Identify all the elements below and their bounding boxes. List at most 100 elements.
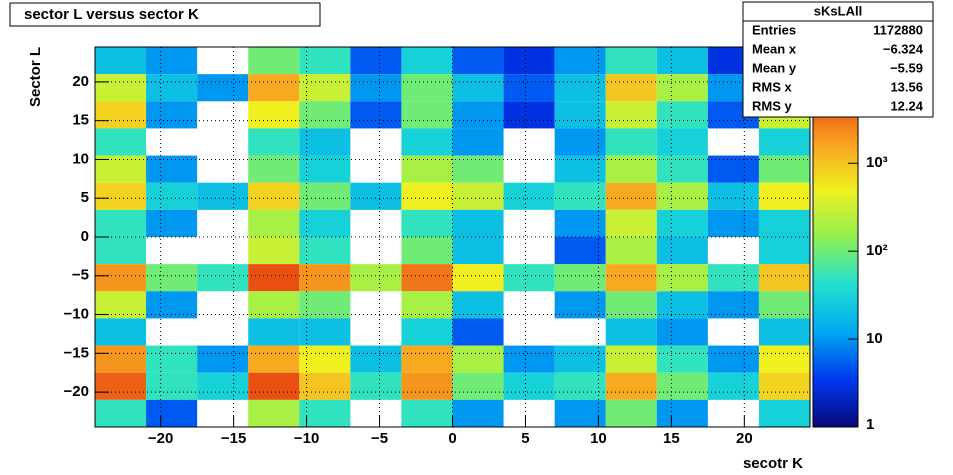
- heat-cell: [95, 128, 147, 156]
- heat-cell: [452, 345, 504, 373]
- heat-cell: [248, 209, 300, 237]
- heat-cell: [248, 264, 300, 292]
- chart-title: sector L versus sector K: [24, 6, 199, 23]
- heat-cell: [503, 182, 555, 210]
- heat-cell: [146, 74, 198, 102]
- heat-cell: [452, 128, 504, 156]
- heat-cell: [248, 291, 300, 319]
- heat-cell: [503, 345, 555, 373]
- stats-value: −6.324: [883, 41, 924, 56]
- heat-cell: [350, 264, 402, 292]
- heat-cell: [452, 101, 504, 129]
- y-tick-label: 5: [81, 189, 89, 206]
- heat-cell: [248, 399, 300, 427]
- heat-cell: [707, 345, 759, 373]
- heat-cell: [707, 291, 759, 319]
- x-tick-label: 5: [521, 430, 529, 447]
- heat-cell: [605, 264, 657, 292]
- heat-cell: [95, 318, 147, 346]
- heat-cell: [554, 155, 606, 183]
- heat-cell: [452, 399, 504, 427]
- heat-cell: [95, 237, 147, 265]
- heat-cell: [95, 101, 147, 129]
- stats-label: Mean y: [752, 60, 797, 75]
- heat-cell: [299, 264, 351, 292]
- stats-label: RMS y: [752, 98, 793, 113]
- heat-cell: [299, 47, 351, 75]
- z-tick-label: 10²: [866, 242, 888, 259]
- x-tick-label: −15: [221, 430, 246, 447]
- heat-cell: [248, 237, 300, 265]
- heat-cell: [605, 128, 657, 156]
- heat-cell: [758, 128, 810, 156]
- heat-cell: [350, 345, 402, 373]
- heat-cell: [299, 291, 351, 319]
- heat-cell: [146, 372, 198, 400]
- y-tick-label: 0: [81, 228, 89, 245]
- heat-cell: [401, 101, 453, 129]
- heat-cell: [605, 47, 657, 75]
- heat-cell: [401, 237, 453, 265]
- y-tick-label: 10: [72, 150, 89, 167]
- heat-cell: [350, 372, 402, 400]
- heat-cell: [248, 101, 300, 129]
- heat-cell: [299, 182, 351, 210]
- heat-cell: [248, 74, 300, 102]
- heat-cell: [350, 47, 402, 75]
- heat-cell: [758, 264, 810, 292]
- x-tick-label: 0: [448, 430, 456, 447]
- stats-label: Mean x: [752, 41, 797, 56]
- stats-label: Entries: [752, 22, 796, 37]
- heat-cell: [758, 399, 810, 427]
- heat-cell: [503, 47, 555, 75]
- heat-cell: [452, 291, 504, 319]
- heat-cell: [554, 345, 606, 373]
- heat-cell: [554, 182, 606, 210]
- x-axis-label: secotr K: [743, 455, 803, 472]
- heat-cell: [248, 155, 300, 183]
- stats-value: 13.56: [890, 79, 923, 94]
- heat-cell: [95, 155, 147, 183]
- heat-cell: [554, 101, 606, 129]
- heat-cell: [452, 237, 504, 265]
- heat-cell: [503, 372, 555, 400]
- heat-cell: [707, 155, 759, 183]
- heat-cell: [656, 318, 708, 346]
- heat-cell: [554, 237, 606, 265]
- heat-cell: [401, 209, 453, 237]
- heat-cell: [554, 209, 606, 237]
- heat-cell: [656, 47, 708, 75]
- heat-cell: [758, 209, 810, 237]
- heat-cell: [656, 264, 708, 292]
- z-tick-label: 10: [866, 330, 883, 347]
- heat-cell: [605, 74, 657, 102]
- y-tick-label: 20: [72, 73, 89, 90]
- heat-cell: [452, 318, 504, 346]
- heat-cell: [605, 291, 657, 319]
- x-tick-label: 15: [663, 430, 680, 447]
- heat-cell: [95, 291, 147, 319]
- x-tick-label: 20: [736, 430, 753, 447]
- heat-cell: [401, 318, 453, 346]
- x-tick-label: 10: [590, 430, 607, 447]
- heat-cell: [503, 101, 555, 129]
- heat-cell: [605, 155, 657, 183]
- stats-value: 1172880: [873, 22, 923, 37]
- heat-cell: [248, 47, 300, 75]
- heat-cell: [452, 155, 504, 183]
- y-tick-label: −15: [64, 344, 89, 361]
- heat-cell: [452, 74, 504, 102]
- heat-cell: [401, 264, 453, 292]
- heat-cell: [299, 318, 351, 346]
- heat-cell: [554, 372, 606, 400]
- heat-cell: [605, 318, 657, 346]
- heat-cell: [401, 155, 453, 183]
- heat-cell: [656, 345, 708, 373]
- heat-cell: [503, 264, 555, 292]
- heat-cell: [299, 128, 351, 156]
- heat-cell: [554, 399, 606, 427]
- heat-cell: [758, 237, 810, 265]
- heat-cell: [656, 155, 708, 183]
- plot-frame: [94, 46, 811, 428]
